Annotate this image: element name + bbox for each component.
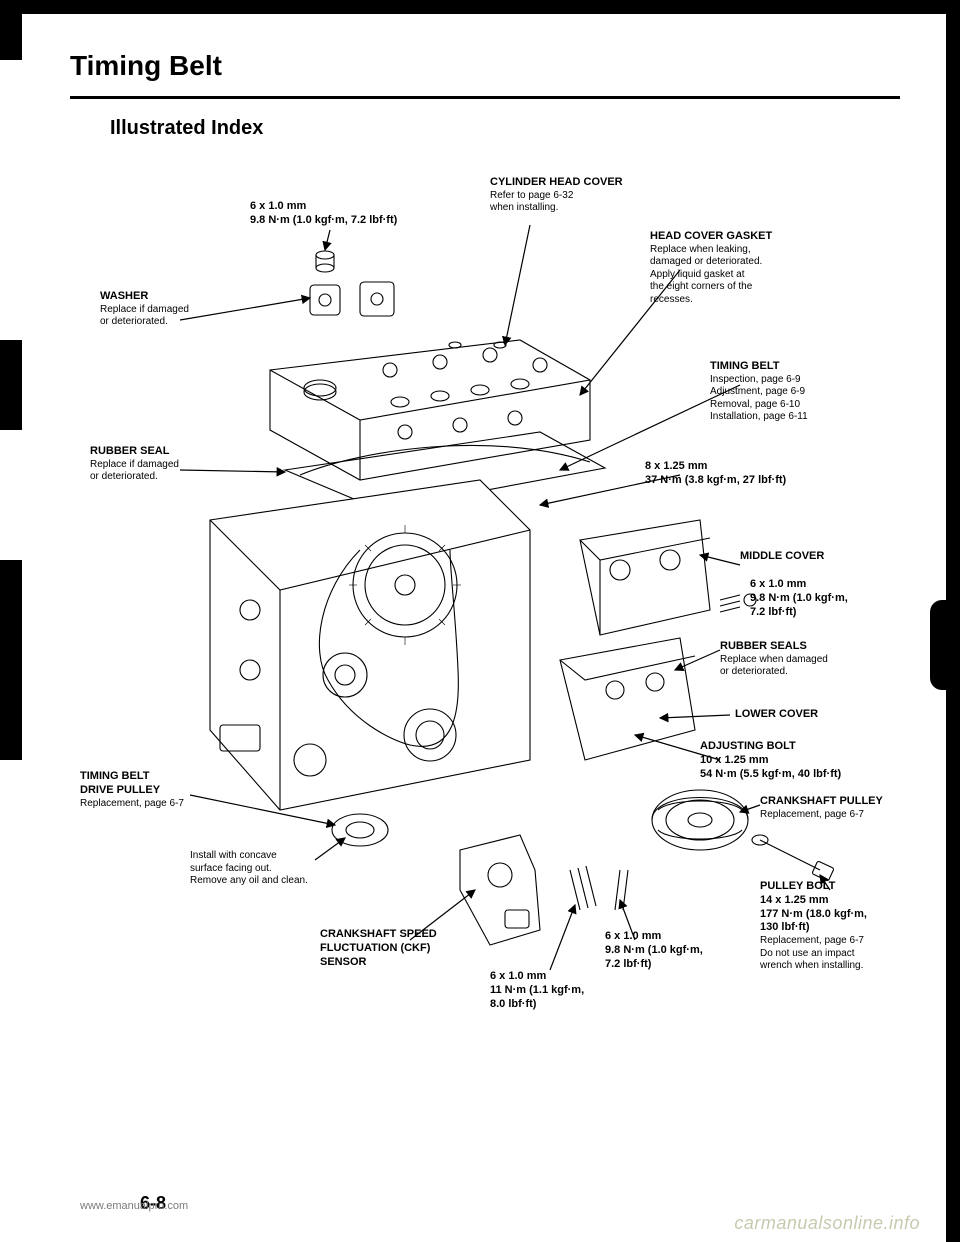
valve-cover [270,340,590,480]
footer-site: www.emanualpro.com [80,1200,188,1212]
spec-6x10-b: 6 x 1.0 mm 11 N·m (1.1 kgf·m, 8.0 lbf·ft… [490,970,584,1011]
scan-edge [0,0,22,60]
lower-cover-panel [560,638,695,760]
scan-edge [930,600,960,690]
lower-cover-label: LOWER COVER [735,708,818,722]
head-cover-gasket-label: HEAD COVER GASKET Replace when leaking, … [650,230,850,306]
scan-edge [0,340,22,430]
ckf-sensor-part [460,835,540,945]
washer-stack [310,251,506,348]
rubber-seal-label: RUBBER SEAL Replace if damaged or deteri… [90,445,179,484]
title-rule [70,96,900,99]
adjusting-bolt-label: ADJUSTING BOLT 10 x 1.25 mm 54 N·m (5.5 … [700,740,841,781]
middle-cover-spec: 6 x 1.0 mm 9.8 N·m (1.0 kgf·m, 7.2 lbf·f… [750,578,848,619]
spec-top: 6 x 1.0 mm 9.8 N·m (1.0 kgf·m, 7.2 lbf·f… [250,200,397,228]
bolt-cluster [570,866,628,910]
crankshaft-pulley-disc [652,790,748,850]
page-subtitle: Illustrated Index [110,117,900,140]
engine-front [210,480,530,810]
ckf-sensor-label: CRANKSHAFT SPEED FLUCTUATION (CKF) SENSO… [320,928,437,969]
watermark: carmanualsonline.info [734,1213,920,1234]
cylinder-head-cover-label: CYLINDER HEAD COVER Refer to page 6-32 w… [490,176,623,215]
spec-6x10-a: 6 x 1.0 mm 9.8 N·m (1.0 kgf·m, 7.2 lbf·f… [605,930,703,971]
pulley-bolt-part [752,835,834,881]
middle-cover-panel [580,520,710,635]
exploded-diagram: 6 x 1.0 mm 9.8 N·m (1.0 kgf·m, 7.2 lbf·f… [60,170,900,1040]
timing-belt-info-label: TIMING BELT Inspection, page 6-9 Adjustm… [710,360,808,424]
install-note: Install with concave surface facing out.… [190,850,308,888]
rubber-seals-label: RUBBER SEALS Replace when damaged or det… [720,640,828,679]
page-title: Timing Belt [70,50,900,82]
pulley-bolt-label: PULLEY BOLT 14 x 1.25 mm 177 N·m (18.0 k… [760,880,930,973]
timing-belt-drive-pulley-label: TIMING BELT DRIVE PULLEY Replacement, pa… [80,770,184,810]
washer-label: WASHER Replace if damaged or deteriorate… [100,290,189,329]
bolt-8x125-label: 8 x 1.25 mm 37 N·m (3.8 kgf·m, 27 lbf·ft… [645,460,786,488]
scan-edge [0,560,22,760]
middle-cover-label: MIDDLE COVER [740,550,824,564]
crankshaft-pulley-label: CRANKSHAFT PULLEY Replacement, page 6-7 [760,795,883,821]
